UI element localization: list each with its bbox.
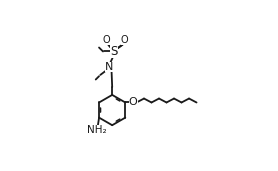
Text: NH₂: NH₂	[87, 125, 107, 135]
Text: O: O	[103, 35, 110, 45]
Text: N: N	[105, 62, 113, 72]
Text: O: O	[121, 35, 128, 45]
Text: S: S	[110, 45, 118, 58]
Text: O: O	[129, 97, 138, 108]
